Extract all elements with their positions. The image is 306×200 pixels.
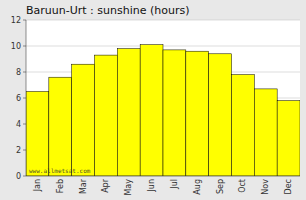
annotation: www.allmetsat.com [29,167,91,174]
bar [117,49,140,176]
grid-line [26,20,300,21]
tick-label: Mar [79,178,88,194]
tick-mark [23,46,26,47]
y-axis-line [26,20,27,176]
tick-label: Nov [261,179,270,195]
tick-label: 2 [16,146,21,155]
bar [140,45,163,176]
y-axis: 0 2 4 6 8 10 12 [11,16,26,181]
bar [186,51,209,176]
bar [26,92,49,177]
x-axis-line [26,176,300,177]
tick-label: Sep [216,179,225,194]
bar [49,77,72,176]
tick-label: Jun [147,179,156,193]
tick-mark [23,176,26,177]
tick-label: Jul [170,179,179,190]
tick-label: Aug [193,179,202,195]
bar [163,50,186,176]
bar [95,55,118,176]
tick-label: 4 [16,120,21,129]
tick-label: Oct [238,179,247,193]
chart: 0 2 4 6 8 10 12 Jan Feb Mar Apr May Jun Jul Aug Sep Oct N… [0,0,306,200]
grid [26,20,300,176]
tick-label: 10 [11,42,21,51]
bar [72,64,95,176]
tick-label: Jan [33,179,42,192]
tick-label: Apr [101,178,110,193]
plot-background [26,20,300,176]
bars [26,45,300,176]
bar [232,75,255,176]
tick-mark [23,150,26,151]
tick-label: Dec [284,179,293,194]
tick-label: May [124,179,133,196]
bar [209,54,232,176]
tick-label: 8 [16,68,21,77]
tick-mark [23,124,26,125]
tick-label: 6 [16,94,21,103]
tick-label: 12 [11,16,21,25]
x-axis: Jan Feb Mar Apr May Jun Jul Aug Sep Oct Nov Dec [33,178,293,195]
title: Baruun-Urt : sunshine (hours) [26,4,189,17]
tick-mark [23,72,26,73]
bar [277,101,300,176]
bar [254,89,277,176]
tick-mark [23,20,26,21]
tick-label: Feb [56,179,65,193]
tick-mark [23,98,26,99]
tick-label: 0 [16,172,21,181]
